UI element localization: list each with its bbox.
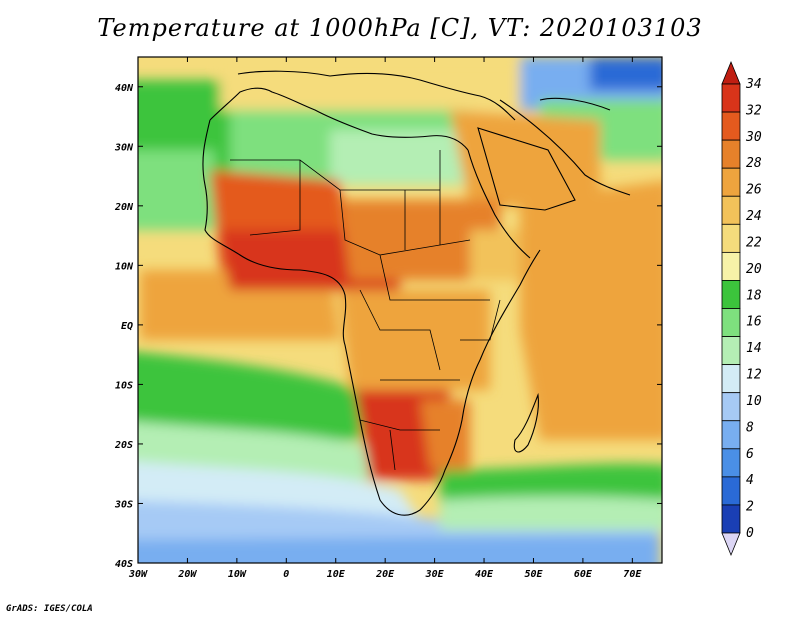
colorbar-label: 28 bbox=[746, 156, 762, 171]
x-tick-label: 20E bbox=[375, 569, 395, 580]
colorbar-swatch bbox=[721, 83, 741, 113]
x-tick-label: 70E bbox=[623, 569, 642, 580]
colorbar-swatch bbox=[721, 223, 741, 253]
y-tick-label: 10S bbox=[115, 380, 133, 391]
colorbar-label: 22 bbox=[746, 235, 762, 250]
y-tick-label: 30N bbox=[114, 142, 134, 153]
colorbar-label: 8 bbox=[746, 420, 754, 435]
colorbar-swatch bbox=[721, 251, 741, 281]
colorbar-swatch bbox=[721, 60, 741, 85]
x-tick-label: 30W bbox=[128, 569, 148, 580]
colorbar-swatch bbox=[721, 476, 741, 506]
map-title: Temperature at 1000hPa [C], VT: 20201031… bbox=[97, 14, 703, 42]
x-tick-label: 50E bbox=[524, 569, 543, 580]
colorbar-label: 20 bbox=[746, 262, 762, 277]
colorbar-swatch bbox=[721, 111, 741, 141]
colorbar-swatch bbox=[721, 420, 741, 450]
colorbar-label: 6 bbox=[746, 447, 754, 462]
x-tick-label: 10E bbox=[327, 569, 346, 580]
country-borders bbox=[230, 150, 501, 471]
y-tick-label: 40N bbox=[115, 83, 134, 94]
x-tick-label: 40E bbox=[475, 569, 494, 580]
colorbar-label: 34 bbox=[745, 77, 762, 92]
colorbar-swatch bbox=[721, 167, 741, 197]
y-axis: 40N 30N 20N 10N EQ 10S 20S 30S 40S bbox=[114, 83, 662, 570]
x-tick-label: 30E bbox=[425, 569, 445, 580]
temperature-field bbox=[138, 57, 662, 563]
colorbar-label: 18 bbox=[746, 288, 762, 303]
y-tick-label: 20N bbox=[114, 202, 134, 213]
colorbar-swatch bbox=[721, 195, 741, 225]
colorbar-label: 4 bbox=[746, 473, 754, 488]
colorbar-swatch bbox=[721, 504, 741, 534]
colorbar-swatch bbox=[721, 139, 741, 169]
colorbar-swatch bbox=[721, 392, 741, 422]
colorbar-label: 10 bbox=[746, 394, 762, 409]
x-tick-label: 10W bbox=[228, 569, 247, 580]
colorbar-label: 0 bbox=[746, 526, 754, 541]
colorbar-swatch bbox=[721, 280, 741, 309]
colorbar-swatch bbox=[721, 532, 741, 557]
colorbar-label: 16 bbox=[746, 315, 762, 330]
colorbar-swatch bbox=[721, 308, 741, 337]
colorbar-label: 30 bbox=[745, 130, 762, 145]
map-frame bbox=[137, 56, 663, 564]
colorbar-label: 12 bbox=[746, 368, 762, 383]
x-tick-label: 0 bbox=[283, 569, 289, 580]
colorbar-label: 24 bbox=[746, 209, 762, 224]
credit-text: GrADS: IGES/COLA bbox=[6, 604, 93, 614]
colorbar-label: 26 bbox=[746, 183, 762, 198]
colorbar-label: 32 bbox=[745, 103, 762, 118]
y-tick-label: 30S bbox=[114, 499, 133, 510]
y-tick-label: EQ bbox=[121, 321, 133, 332]
x-tick-label: 20W bbox=[177, 569, 197, 580]
colorbar-label: 14 bbox=[746, 341, 762, 356]
colorbar-swatch bbox=[721, 364, 741, 394]
y-tick-label: 10N bbox=[115, 261, 134, 272]
colorbar-label: 2 bbox=[746, 500, 754, 515]
x-tick-label: 60E bbox=[574, 569, 593, 580]
colorbar-swatch bbox=[721, 448, 741, 478]
y-tick-label: 40S bbox=[115, 559, 133, 570]
y-tick-label: 20S bbox=[114, 440, 133, 451]
colorbar-swatch bbox=[721, 336, 741, 366]
x-axis: 30W 20W 10W 0 10E 20E 30E 40E 50E 60E 70E bbox=[128, 57, 642, 580]
